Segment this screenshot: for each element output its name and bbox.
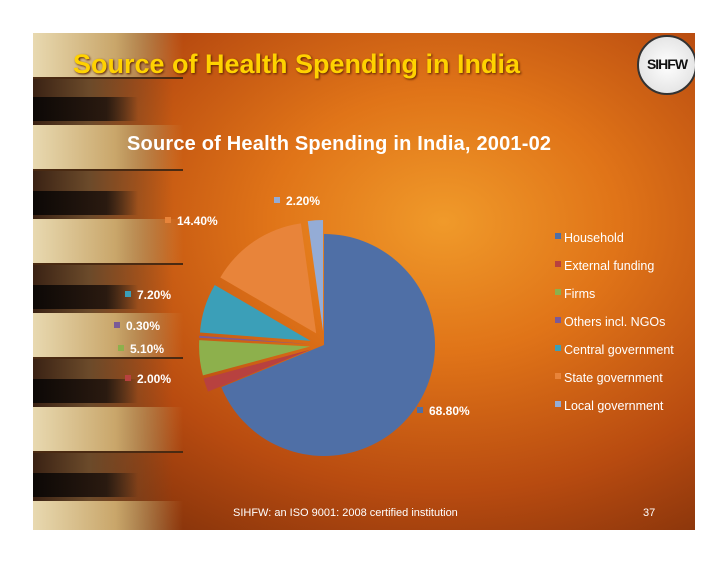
data-label: 2.00%: [137, 372, 171, 386]
data-label: 68.80%: [429, 404, 470, 418]
data-label-marker: [274, 197, 280, 203]
piano-key: [33, 219, 183, 265]
piano-key: [33, 285, 138, 309]
pie-slice-others-incl-ngos: [199, 335, 311, 345]
data-label-marker: [118, 345, 124, 351]
legend-swatch: [555, 345, 561, 351]
data-label-marker: [125, 291, 131, 297]
pie-slice-household: [221, 234, 436, 456]
legend-swatch: [555, 233, 561, 239]
legend-swatch: [555, 373, 561, 379]
legend-swatch: [555, 317, 561, 323]
pie-slice-external-funding: [203, 349, 311, 392]
legend-label: Central government: [564, 343, 674, 357]
piano-key: [33, 407, 183, 453]
piano-key: [33, 191, 138, 215]
piano-key: [33, 125, 183, 171]
sihfw-logo: SIHFW: [637, 35, 695, 95]
data-label-marker: [125, 375, 131, 381]
piano-key: [33, 379, 138, 403]
data-label-marker: [165, 217, 171, 223]
piano-key: [33, 97, 138, 121]
data-label: 5.10%: [130, 342, 164, 356]
piano-key: [33, 313, 183, 359]
chart-title: Source of Health Spending in India, 2001…: [127, 133, 552, 155]
legend-label: Household: [564, 231, 624, 245]
data-label: 14.40%: [177, 214, 218, 228]
data-label: 0.30%: [126, 319, 160, 333]
page-number: 37: [643, 507, 656, 519]
piano-key: [33, 501, 183, 530]
slide: Source of Health Spending in India SIHFW…: [33, 33, 695, 530]
legend-label: Others incl. NGOs: [564, 315, 665, 329]
legend-swatch: [555, 289, 561, 295]
legend-label: Local government: [564, 399, 664, 413]
pie-slice-central-government: [199, 284, 311, 341]
logo-text: SIHFW: [646, 56, 688, 72]
pie-slice-firms: [199, 340, 311, 376]
legend-swatch: [555, 261, 561, 267]
piano-key: [33, 473, 138, 497]
data-label-marker: [114, 322, 120, 328]
legend-label: Firms: [564, 287, 595, 301]
slide-title: Source of Health Spending in India: [73, 49, 521, 79]
pie-slice-state-government: [220, 223, 317, 334]
legend-swatch: [555, 401, 561, 407]
footer-text: SIHFW: an ISO 9001: 2008 certified insti…: [233, 507, 458, 519]
data-label-marker: [417, 407, 423, 413]
data-label: 7.20%: [137, 288, 171, 302]
legend-label: External funding: [564, 259, 654, 273]
piano-keys-background: [33, 33, 183, 530]
pie-chart: 68.80% 2.00% 5.10% 0.30% 7.20% 14.40% 2.20% Hou…: [114, 194, 674, 456]
legend-label: State government: [564, 371, 663, 385]
piano-key: [33, 33, 183, 79]
pie-slice-local-government: [307, 220, 324, 332]
data-label: 2.20%: [286, 194, 320, 208]
